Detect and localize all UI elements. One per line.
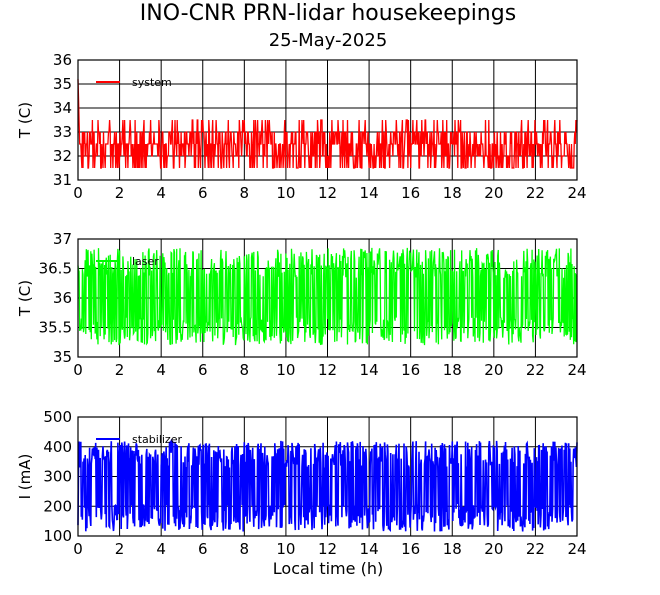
x-tick-label: 14 (360, 184, 379, 202)
legend-label: stabilizer (132, 433, 182, 446)
y-tick-label: 500 (43, 408, 72, 426)
x-tick-label: 0 (73, 540, 83, 558)
chart-subtitle: 25-May-2025 (269, 30, 388, 51)
x-tick-label: 8 (240, 361, 250, 379)
x-tick-label: 22 (526, 184, 545, 202)
y-axis-label: T (C) (16, 102, 34, 139)
x-tick-label: 4 (156, 184, 166, 202)
y-tick-label: 34 (53, 99, 72, 117)
x-tick-label: 22 (526, 540, 545, 558)
x-tick-label: 22 (526, 361, 545, 379)
x-tick-label: 14 (360, 540, 379, 558)
x-tick-label: 14 (360, 361, 379, 379)
x-tick-label: 18 (443, 361, 462, 379)
legend: system (96, 76, 172, 89)
x-tick-label: 24 (567, 361, 586, 379)
y-tick-label: 200 (43, 497, 72, 515)
x-tick-label: 20 (484, 184, 503, 202)
x-tick-label: 16 (401, 540, 420, 558)
legend: stabilizer (96, 433, 182, 446)
y-tick-label: 37 (53, 230, 72, 248)
legend: laser (96, 255, 159, 268)
y-tick-label: 100 (43, 527, 72, 545)
y-axis-label: I (mA) (16, 454, 34, 500)
series-line-laser (77, 247, 578, 346)
y-tick-label: 35.5 (39, 319, 72, 337)
plot-frame (77, 416, 578, 537)
x-tick-label: 4 (156, 540, 166, 558)
series-line-system (77, 79, 578, 169)
y-axis-label: T (C) (16, 280, 34, 317)
x-tick-label: 4 (156, 361, 166, 379)
series-line-stabilizer (77, 439, 578, 533)
x-tick-label: 16 (401, 361, 420, 379)
x-tick-label: 2 (115, 361, 125, 379)
x-tick-label: 12 (318, 184, 337, 202)
x-tick-label: 0 (73, 361, 83, 379)
y-tick-label: 33 (53, 123, 72, 141)
x-tick-label: 10 (276, 540, 295, 558)
x-tick-label: 6 (198, 184, 208, 202)
y-tick-label: 300 (43, 468, 72, 486)
plot-frame (77, 59, 578, 181)
x-tick-label: 18 (443, 540, 462, 558)
x-tick-label: 10 (276, 184, 295, 202)
x-tick-label: 0 (73, 184, 83, 202)
x-tick-label: 20 (484, 540, 503, 558)
x-tick-label: 18 (443, 184, 462, 202)
x-tick-label: 12 (318, 540, 337, 558)
x-tick-label: 8 (240, 184, 250, 202)
y-tick-label: 36.5 (39, 260, 72, 278)
x-tick-label: 20 (484, 361, 503, 379)
x-tick-label: 10 (276, 361, 295, 379)
y-tick-label: 35 (53, 75, 72, 93)
y-tick-label: 32 (53, 147, 72, 165)
x-tick-label: 6 (198, 540, 208, 558)
chart-title: INO-CNR PRN-lidar housekeepings (140, 1, 516, 26)
x-tick-label: 24 (567, 184, 586, 202)
x-tick-label: 2 (115, 184, 125, 202)
x-tick-label: 24 (567, 540, 586, 558)
legend-label: laser (132, 255, 159, 268)
x-tick-label: 6 (198, 361, 208, 379)
x-tick-label: 12 (318, 361, 337, 379)
x-axis-label: Local time (h) (273, 559, 383, 578)
y-tick-label: 36 (53, 289, 72, 307)
x-tick-label: 16 (401, 184, 420, 202)
x-tick-label: 8 (240, 540, 250, 558)
y-tick-label: 31 (53, 171, 72, 189)
x-tick-label: 2 (115, 540, 125, 558)
y-tick-label: 36 (53, 51, 72, 69)
y-tick-label: 400 (43, 438, 72, 456)
y-tick-label: 35 (53, 348, 72, 366)
legend-label: system (132, 76, 172, 89)
plot-frame (77, 238, 578, 358)
